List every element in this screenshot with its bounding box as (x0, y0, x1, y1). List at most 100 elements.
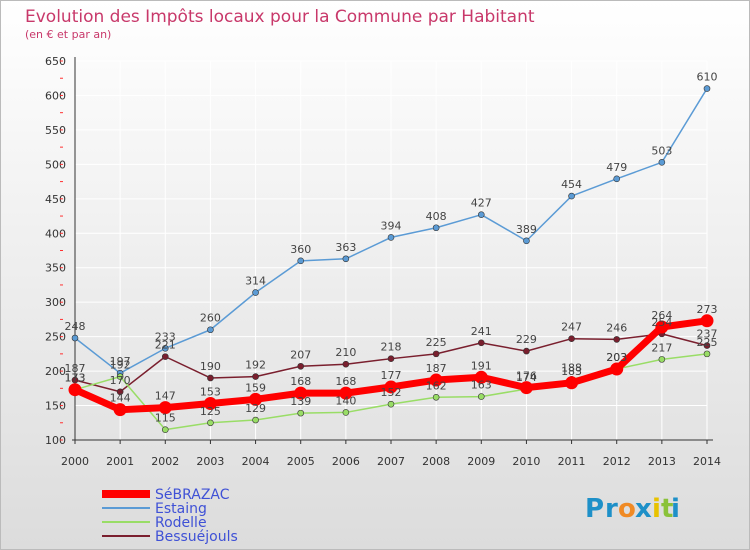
y-tick-label: 350 (45, 262, 66, 275)
data-point (203, 396, 217, 410)
data-label: 247 (561, 321, 582, 334)
data-label: 125 (200, 405, 221, 418)
y-tick-label: 550 (45, 124, 66, 137)
data-label: 115 (155, 412, 176, 425)
legend-label: Estaing (155, 501, 207, 517)
data-label: 177 (381, 369, 402, 382)
data-label: 187 (65, 362, 86, 375)
data-label: 479 (606, 161, 627, 174)
x-tick-label: 2004 (242, 455, 270, 468)
data-point (158, 401, 172, 415)
data-label: 168 (335, 375, 356, 388)
x-tick-label: 2014 (693, 455, 721, 468)
data-point (297, 409, 305, 417)
data-point (297, 257, 305, 265)
data-point (700, 314, 714, 328)
data-label: 218 (381, 341, 402, 354)
data-label: 183 (561, 365, 582, 378)
data-point (568, 335, 575, 343)
data-label: 144 (110, 392, 131, 405)
data-point (432, 350, 440, 358)
x-tick-label: 2013 (648, 455, 676, 468)
data-label: 241 (471, 325, 492, 338)
data-label: 207 (290, 348, 311, 361)
data-point (252, 416, 259, 424)
x-tick-label: 2001 (106, 455, 134, 468)
data-label: 389 (516, 223, 537, 236)
data-label: 173 (65, 372, 86, 385)
y-tick-label: 300 (45, 296, 66, 309)
data-point (387, 355, 395, 362)
logo-letter: r (605, 494, 618, 524)
data-label: 225 (697, 336, 718, 349)
data-label: 162 (426, 379, 447, 392)
data-point (655, 320, 669, 334)
data-label: 203 (606, 351, 627, 364)
legend-label: Bessuéjouls (155, 529, 238, 545)
data-point (116, 373, 124, 380)
data-label: 163 (471, 379, 492, 392)
data-point (207, 419, 214, 427)
data-point (658, 356, 666, 363)
data-label: 264 (651, 309, 672, 322)
data-label: 153 (200, 385, 221, 398)
data-point (477, 339, 485, 347)
y-tick-label: 450 (45, 193, 66, 206)
data-point (161, 353, 169, 360)
y-tick-label: 150 (45, 400, 66, 413)
data-point (384, 380, 398, 394)
data-point (339, 386, 353, 400)
data-label: 139 (290, 395, 311, 408)
data-label: 237 (697, 328, 718, 341)
data-label: 129 (245, 402, 266, 415)
series (68, 85, 714, 433)
data-point (523, 237, 530, 245)
data-point (613, 336, 621, 343)
data-label: 503 (651, 144, 672, 157)
data-label: 187 (426, 362, 447, 375)
data-label: 260 (200, 312, 221, 325)
data-point (161, 345, 169, 352)
axes: 100 150 200 250 300 350 400 450 500 550 600 650 2000… (45, 55, 721, 468)
chart-subtitle: (en € et par an) (25, 28, 111, 41)
data-label: 394 (381, 219, 402, 232)
data-point (610, 362, 624, 376)
data-point (294, 386, 308, 400)
data-point (519, 381, 533, 395)
data-label: 174 (516, 371, 537, 384)
data-point (342, 255, 350, 263)
data-label: 188 (561, 361, 582, 374)
data-point (703, 350, 711, 358)
data-point (161, 426, 169, 433)
data-label: 173 (65, 372, 86, 385)
x-tick-label: 2010 (512, 455, 540, 468)
data-point (432, 224, 440, 232)
data-label: 314 (245, 275, 266, 288)
data-point (429, 373, 443, 387)
data-label: 363 (335, 241, 356, 254)
data-label: 221 (155, 339, 176, 352)
data-point (113, 403, 127, 417)
y-tick-label: 500 (45, 158, 66, 171)
data-labels: 248 197 233 260 314 360 363 394 408 427 389 454 479 5… (65, 71, 718, 425)
data-label: 233 (155, 330, 176, 343)
data-label: 248 (65, 320, 86, 333)
data-point (568, 192, 575, 200)
data-label: 217 (651, 341, 672, 354)
data-label: 254 (651, 316, 672, 329)
data-point (207, 326, 214, 334)
data-label: 191 (471, 359, 492, 372)
data-label: 140 (335, 394, 356, 407)
y-tick-label: 200 (45, 365, 66, 378)
data-point (613, 175, 621, 183)
data-label: 610 (697, 71, 718, 84)
data-label: 210 (335, 346, 356, 359)
data-point (71, 376, 79, 384)
data-point (477, 211, 485, 218)
data-label: 190 (200, 360, 221, 373)
